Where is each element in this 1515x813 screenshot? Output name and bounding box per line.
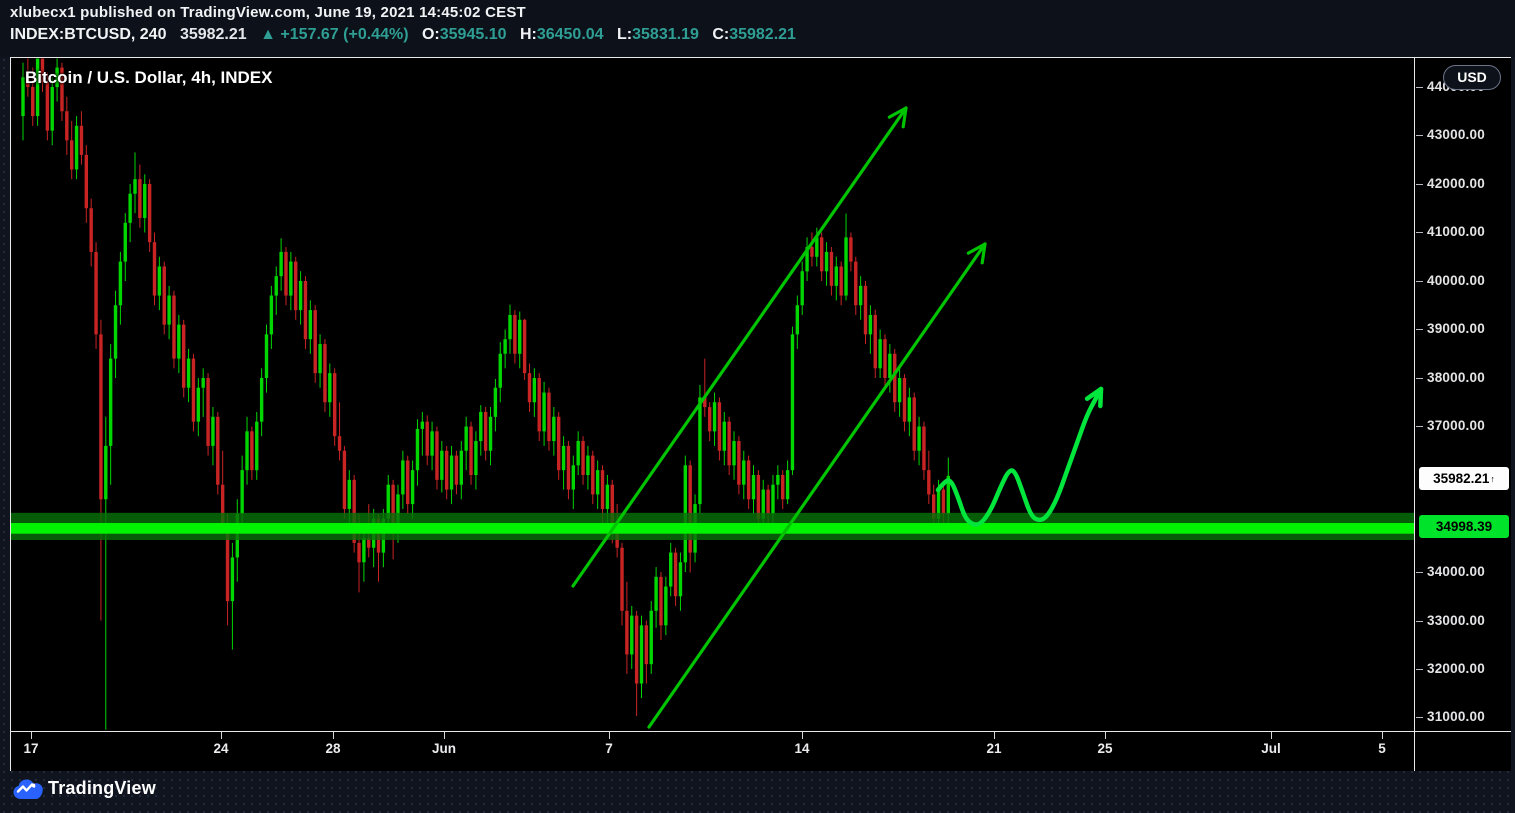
price-axis-label: 32000.00 (1427, 661, 1485, 676)
candles-group (21, 58, 950, 730)
time-axis-label: 7 (605, 741, 613, 756)
support-price-tag: 34998.39 (1419, 515, 1509, 538)
price-tick (1416, 572, 1423, 573)
price-tick (1416, 378, 1423, 379)
arrow-head (887, 106, 908, 119)
price-axis-label: 34000.00 (1427, 564, 1485, 579)
price-tick (1416, 669, 1423, 670)
arrow-head (966, 242, 987, 255)
trend-channel-line (571, 106, 908, 588)
price-tick (1416, 232, 1423, 233)
time-scale-separator (11, 731, 1511, 732)
price-scale[interactable]: 35982.21↑34998.39 44000.0043000.0042000.… (1415, 58, 1511, 731)
arrow-head (1084, 386, 1104, 402)
time-scale[interactable]: 17 24 28 Jun 7 14 21 25 Jul 5 (11, 732, 1511, 771)
arrow-head (980, 242, 987, 265)
published-by-line: xlubecx1 published on TradingView.com, J… (10, 4, 526, 21)
time-tick (31, 732, 32, 739)
low-label: L: (617, 26, 633, 43)
time-tick (444, 732, 445, 739)
time-axis-label: 17 (23, 741, 39, 756)
price-change: +157.67 (+0.44%) (280, 26, 409, 43)
price-axis-label: 39000.00 (1427, 321, 1485, 336)
time-axis-label: 24 (213, 741, 229, 756)
time-axis-label: 14 (794, 741, 810, 756)
price-tick (1416, 621, 1423, 622)
open-label: O: (421, 26, 440, 43)
price-tick (1416, 135, 1423, 136)
tradingview-logo-icon[interactable] (12, 777, 44, 801)
high-label: H: (519, 26, 537, 43)
low-value: 35831.19 (632, 26, 699, 43)
chart-legend-title: Bitcoin / U.S. Dollar, 4h, INDEX (25, 68, 273, 87)
last-price: 35982.21 (179, 26, 247, 43)
time-axis-label: 25 (1097, 741, 1113, 756)
projection-path (935, 386, 1104, 527)
price-tick (1416, 426, 1423, 427)
trend-channel-line (647, 242, 987, 729)
time-axis-label: Jul (1261, 741, 1281, 756)
time-tick (1382, 732, 1383, 739)
currency-toggle-button[interactable]: USD (1443, 65, 1501, 90)
time-tick (609, 732, 610, 739)
price-tick (1416, 329, 1423, 330)
time-tick (1105, 732, 1106, 739)
price-tick (1416, 717, 1423, 718)
snapshot-footer: TradingView (0, 771, 1515, 813)
price-axis-label: 33000.00 (1427, 613, 1485, 628)
price-axis-label: 38000.00 (1427, 370, 1485, 385)
price-axis-label: 42000.00 (1427, 176, 1485, 191)
time-tick (1271, 732, 1272, 739)
time-tick (333, 732, 334, 739)
tradingview-brand-text[interactable]: TradingView (48, 778, 156, 798)
arrow-head (901, 106, 908, 129)
price-axis-label: 31000.00 (1427, 709, 1485, 724)
last-price-tag: 35982.21↑ (1419, 467, 1509, 490)
close-label: C: (712, 26, 730, 43)
price-tick (1416, 281, 1423, 282)
price-axis-label: 41000.00 (1427, 224, 1485, 239)
symbol-status-line: INDEX:BTCUSD, 240 35982.21 ▲ +157.67 (+0… (10, 26, 796, 44)
chart-widget: Bitcoin / U.S. Dollar, 4h, INDEX 35982.2… (10, 57, 1511, 771)
snapshot-header: xlubecx1 published on TradingView.com, J… (0, 0, 1515, 57)
price-scale-separator (1414, 58, 1415, 771)
time-axis-label: Jun (431, 741, 457, 756)
time-tick (994, 732, 995, 739)
price-tick (1416, 87, 1423, 88)
time-tick (802, 732, 803, 739)
price-tick (1416, 184, 1423, 185)
time-axis-label: 21 (986, 741, 1002, 756)
chart-pane[interactable]: Bitcoin / U.S. Dollar, 4h, INDEX (11, 58, 1414, 731)
time-axis-label: 28 (325, 741, 341, 756)
arrow-head (1098, 386, 1104, 409)
price-axis-label: 43000.00 (1427, 127, 1485, 142)
high-value: 36450.04 (536, 26, 604, 43)
open-value: 35945.10 (439, 26, 507, 43)
symbol-interval: INDEX:BTCUSD, 240 (10, 26, 167, 43)
close-value: 35982.21 (729, 26, 796, 43)
price-axis-label: 40000.00 (1427, 273, 1485, 288)
support-zone-core-line (11, 523, 1414, 534)
time-tick (221, 732, 222, 739)
candlestick-chart[interactable] (11, 58, 1414, 731)
up-arrow-icon: ▲ (260, 26, 276, 43)
time-axis-label: 5 (1378, 741, 1386, 756)
price-axis-label: 37000.00 (1427, 418, 1485, 433)
